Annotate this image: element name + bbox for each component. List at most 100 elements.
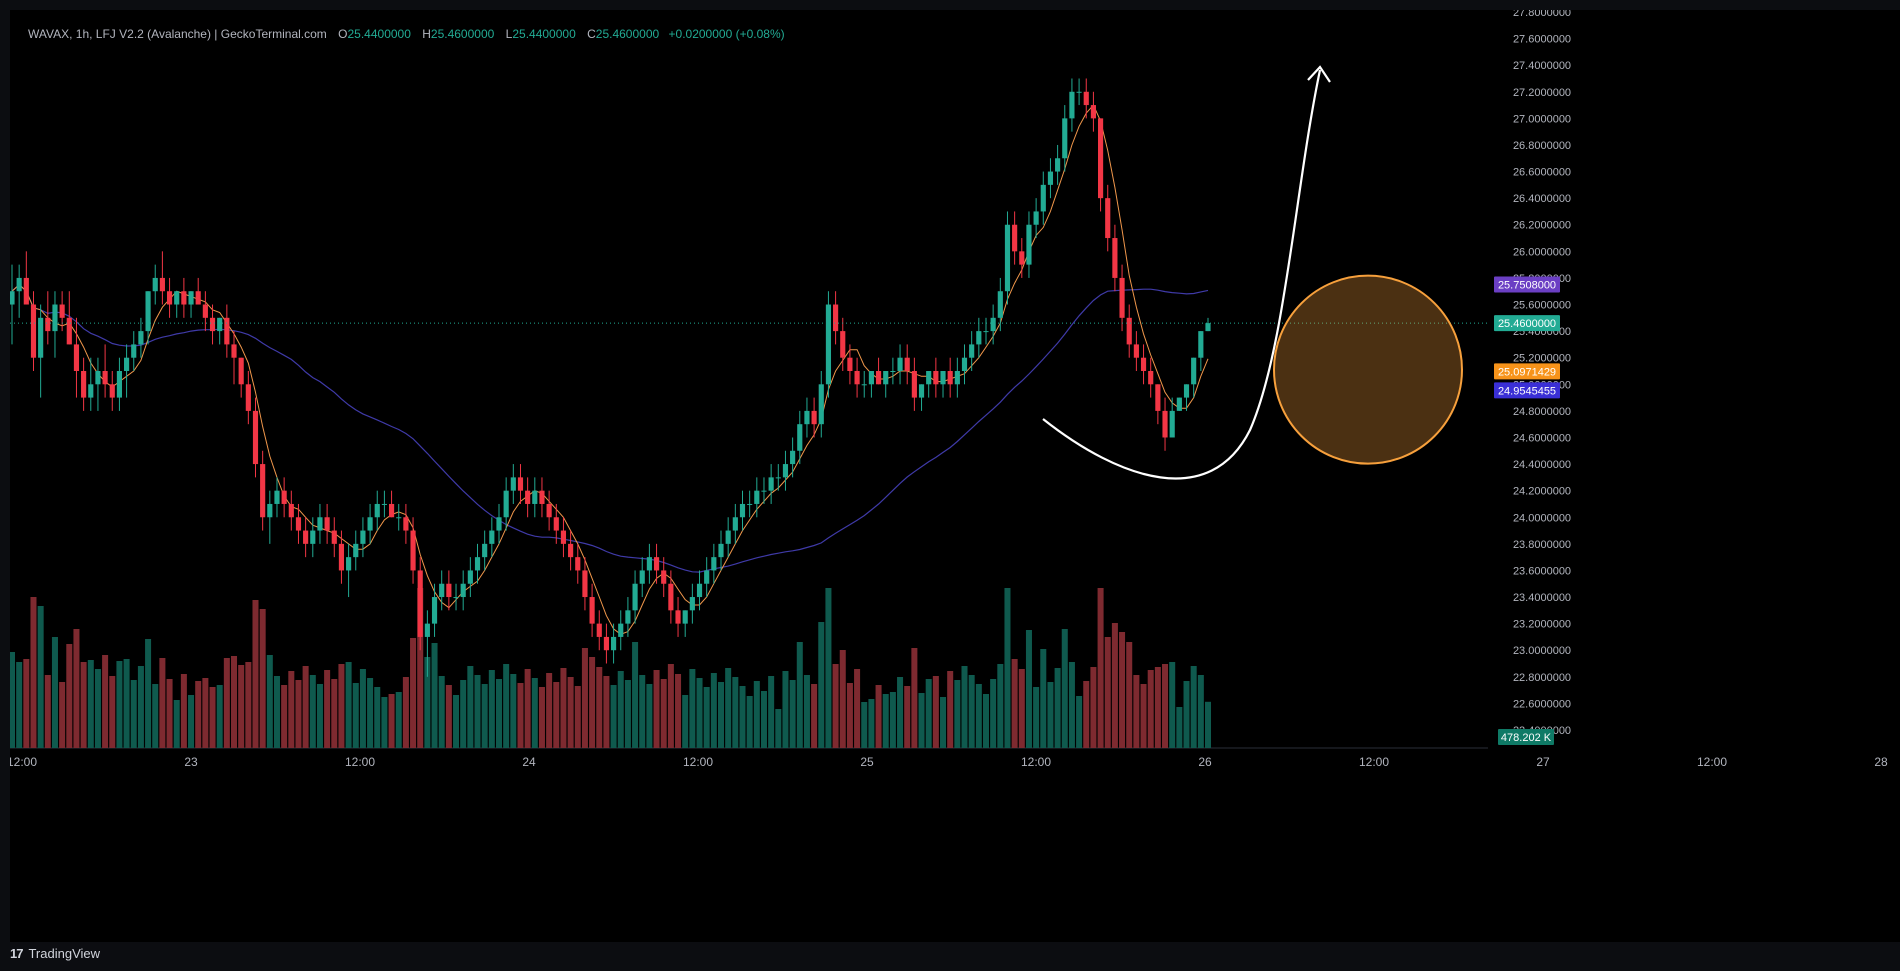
candle xyxy=(467,557,473,598)
candle-body xyxy=(1076,91,1082,93)
price-chart[interactable]: 27.8000000 27.6000000 27.4000000 27.2000000… xyxy=(10,10,1900,942)
candle-body xyxy=(611,636,617,651)
candle xyxy=(1090,91,1096,132)
candle xyxy=(396,503,402,531)
volume-bar xyxy=(467,666,474,748)
candle-body xyxy=(560,530,567,544)
candle xyxy=(969,331,975,371)
candle xyxy=(611,623,617,664)
candle-body xyxy=(1062,118,1068,159)
candle-body xyxy=(231,344,237,358)
candle-body xyxy=(589,597,595,624)
candle-body xyxy=(367,517,373,531)
candle xyxy=(868,371,874,398)
candle-body xyxy=(188,291,194,305)
candle xyxy=(1040,171,1046,225)
candle xyxy=(1162,397,1168,451)
volume-bar xyxy=(975,684,982,748)
chart-frame[interactable]: 27.8000000 27.6000000 27.4000000 27.2000000… xyxy=(10,10,1900,942)
candle-body xyxy=(1033,211,1039,225)
candle xyxy=(45,291,51,345)
x-tick-label: 12:00 xyxy=(1021,755,1051,769)
y-tick-label: 24.2000000 xyxy=(1513,486,1571,498)
candle xyxy=(166,277,173,318)
volume-bar xyxy=(195,681,202,748)
y-tick-label: 23.2000000 xyxy=(1513,619,1571,631)
volume-bar xyxy=(675,674,682,748)
candle xyxy=(961,344,968,385)
candle xyxy=(1047,158,1054,199)
price-label-bg xyxy=(1494,315,1560,332)
y-tick-label: 27.4000000 xyxy=(1513,60,1571,72)
volume-bar xyxy=(839,650,846,748)
volume-bar xyxy=(560,668,567,748)
volume-bar xyxy=(1018,669,1025,748)
candle-body xyxy=(646,557,652,571)
candle-body xyxy=(338,543,345,571)
candle-body xyxy=(1019,251,1025,265)
y-tick-label: 26.6000000 xyxy=(1513,167,1571,179)
volume-bar xyxy=(589,657,596,748)
volume-bar xyxy=(410,638,417,748)
volume-bar xyxy=(854,669,861,748)
candle-body xyxy=(1105,198,1111,239)
candle-body xyxy=(109,384,115,398)
candle xyxy=(582,557,588,611)
symbol-title: WAVAX, 1h, LFJ V2.2 (Avalanche) | GeckoT… xyxy=(28,27,327,41)
candle xyxy=(446,570,452,611)
candle-body xyxy=(911,371,917,398)
candle-body xyxy=(890,371,896,372)
candle-body xyxy=(818,384,824,425)
candle xyxy=(238,357,244,398)
candle xyxy=(159,251,165,305)
volume-bar xyxy=(825,588,832,748)
y-tick-label: 25.2000000 xyxy=(1513,353,1571,365)
candle xyxy=(732,503,738,544)
candle xyxy=(81,357,87,411)
candle-body xyxy=(618,623,624,637)
volume-bar xyxy=(875,685,882,748)
candle xyxy=(689,583,695,624)
candle xyxy=(926,371,932,398)
tradingview-logo[interactable]: 17 TradingView xyxy=(10,946,100,961)
volume-bar xyxy=(352,683,359,748)
volume-bar xyxy=(717,682,725,748)
candle-body xyxy=(1119,277,1125,318)
candle xyxy=(875,357,882,385)
volume-bar xyxy=(1154,667,1161,748)
candle-body xyxy=(224,317,230,345)
volume-bar xyxy=(87,660,94,748)
candle xyxy=(1126,304,1132,358)
volume-bar xyxy=(1054,668,1061,748)
volume-bar xyxy=(331,679,338,748)
candle-body xyxy=(496,517,502,531)
open-label: O xyxy=(338,27,348,41)
candle xyxy=(23,251,29,305)
volume-bar xyxy=(252,600,259,748)
volume-bar xyxy=(453,695,460,748)
volume-bar xyxy=(145,639,152,748)
candle-body xyxy=(1047,171,1054,185)
candle-body xyxy=(768,477,774,491)
candle xyxy=(811,397,817,438)
candle xyxy=(510,464,516,504)
candle xyxy=(152,264,158,305)
candle-body xyxy=(374,503,380,518)
candle xyxy=(589,583,595,637)
candle-body xyxy=(410,530,416,571)
low-label: L xyxy=(505,27,513,41)
candle xyxy=(754,477,760,518)
candle-body xyxy=(45,317,51,332)
tradingview-brand-name: TradingView xyxy=(28,946,101,961)
candle xyxy=(940,371,946,398)
highlight-circle xyxy=(1273,274,1463,465)
volume-bar xyxy=(1119,632,1126,748)
price-label-text: 25.0971429 xyxy=(1498,366,1556,378)
candle-body xyxy=(81,371,87,398)
candle-body xyxy=(675,610,681,624)
volume-bar xyxy=(173,700,180,748)
candle-body xyxy=(159,277,165,292)
candle-body xyxy=(732,517,738,531)
candle-body xyxy=(303,530,309,544)
candle-body xyxy=(811,410,817,425)
